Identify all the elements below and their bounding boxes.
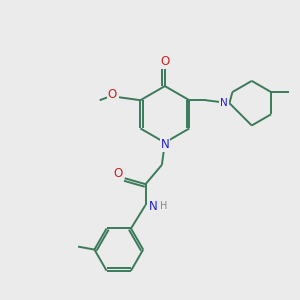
Text: O: O: [108, 88, 117, 101]
Text: N: N: [160, 138, 169, 151]
Text: N: N: [220, 98, 228, 108]
Text: N: N: [148, 200, 157, 213]
Text: H: H: [160, 202, 168, 212]
Text: O: O: [114, 167, 123, 180]
Text: O: O: [160, 55, 170, 68]
